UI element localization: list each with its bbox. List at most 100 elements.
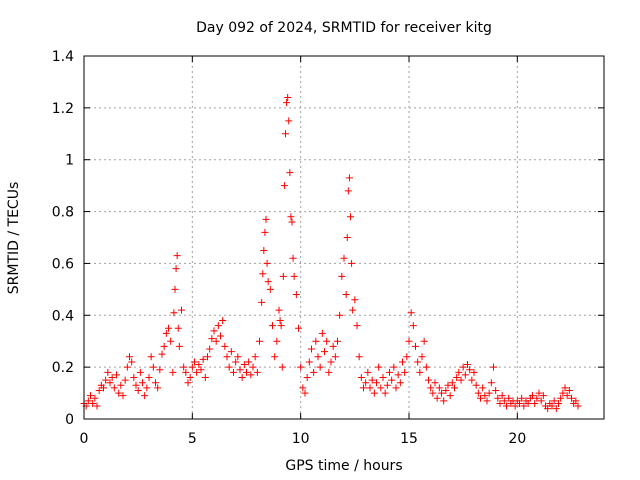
data-point (559, 389, 567, 397)
data-point (212, 337, 220, 345)
data-point (444, 381, 452, 389)
data-point (214, 322, 222, 330)
data-point (141, 392, 149, 400)
data-point (204, 353, 211, 361)
y-tick-label: 1.4 (52, 49, 74, 65)
data-point (119, 392, 127, 400)
data-point (217, 332, 224, 340)
y-tick-label: 0.8 (52, 205, 74, 221)
data-point (516, 399, 523, 407)
y-axis-label: SRMTID / TECUs (6, 182, 22, 295)
data-point (453, 374, 461, 382)
data-point (383, 381, 391, 389)
data-point (249, 363, 257, 371)
data-point (407, 309, 415, 317)
data-point (123, 363, 131, 371)
data-point (210, 327, 218, 335)
data-point (414, 358, 422, 366)
data-point (409, 322, 417, 330)
data-point (535, 389, 543, 397)
x-axis-label: GPS time / hours (285, 458, 402, 474)
data-point (487, 379, 495, 387)
data-point (93, 402, 101, 410)
data-point (364, 368, 372, 376)
data-point (193, 368, 201, 376)
axis-ticks: 0 0.2 0.4 0.6 0.8 1 1.2 1.4 0 5 10 15 20 (52, 49, 604, 447)
data-point (431, 379, 439, 387)
data-point (106, 379, 114, 387)
data-point (259, 270, 267, 278)
grid-lines (84, 56, 604, 419)
data-point (134, 386, 142, 394)
data-point (386, 368, 393, 376)
data-point (91, 394, 99, 402)
x-tick-label: 10 (292, 431, 310, 447)
data-point (238, 374, 246, 382)
data-point (299, 384, 307, 392)
data-point (351, 296, 359, 304)
data-point (158, 350, 166, 358)
data-point (362, 379, 370, 387)
data-point (290, 272, 298, 280)
plot-frame (83, 55, 605, 420)
data-point (373, 379, 380, 387)
data-point (263, 259, 271, 267)
data-point (442, 386, 450, 394)
data-point (557, 394, 565, 402)
data-point (167, 337, 175, 345)
data-point (464, 361, 471, 369)
data-point (276, 316, 284, 324)
data-point (327, 358, 335, 366)
data-point (139, 379, 146, 387)
data-point (292, 291, 300, 299)
data-point (461, 371, 469, 379)
y-tick-label: 0.6 (52, 256, 74, 272)
data-point (245, 358, 253, 366)
data-point (565, 386, 573, 394)
data-point (468, 376, 476, 384)
data-point (314, 353, 322, 361)
data-point (286, 169, 294, 177)
data-point (136, 368, 144, 376)
data-point (529, 392, 536, 400)
data-point (568, 394, 575, 402)
data-point (412, 342, 419, 350)
data-point (279, 272, 287, 280)
data-point (466, 366, 474, 374)
data-point (511, 402, 519, 410)
data-point (544, 405, 552, 413)
data-point (199, 355, 207, 363)
data-point (219, 316, 227, 324)
data-point (518, 394, 526, 402)
data-point (472, 381, 480, 389)
data-point (100, 384, 107, 392)
data-point (89, 399, 97, 407)
data-point (184, 379, 192, 387)
data-point (289, 254, 297, 262)
data-point (165, 324, 172, 332)
data-point (490, 363, 497, 371)
data-point (401, 368, 409, 376)
x-tick-label: 15 (400, 431, 418, 447)
data-point (280, 182, 288, 190)
data-point (227, 348, 235, 356)
data-point (104, 368, 112, 376)
data-point (388, 376, 396, 384)
data-point (285, 117, 293, 125)
data-point (345, 174, 353, 182)
data-point (334, 337, 341, 345)
data-point (451, 384, 458, 392)
data-point (399, 358, 406, 366)
data-point (537, 397, 545, 405)
data-point (256, 337, 263, 345)
data-point (555, 399, 562, 407)
data-point (438, 389, 445, 397)
data-point (368, 376, 376, 384)
data-point (531, 399, 539, 407)
data-point (303, 374, 311, 382)
data-point (348, 259, 356, 267)
data-point (171, 285, 179, 293)
data-point (301, 389, 309, 397)
data-point (347, 213, 354, 221)
